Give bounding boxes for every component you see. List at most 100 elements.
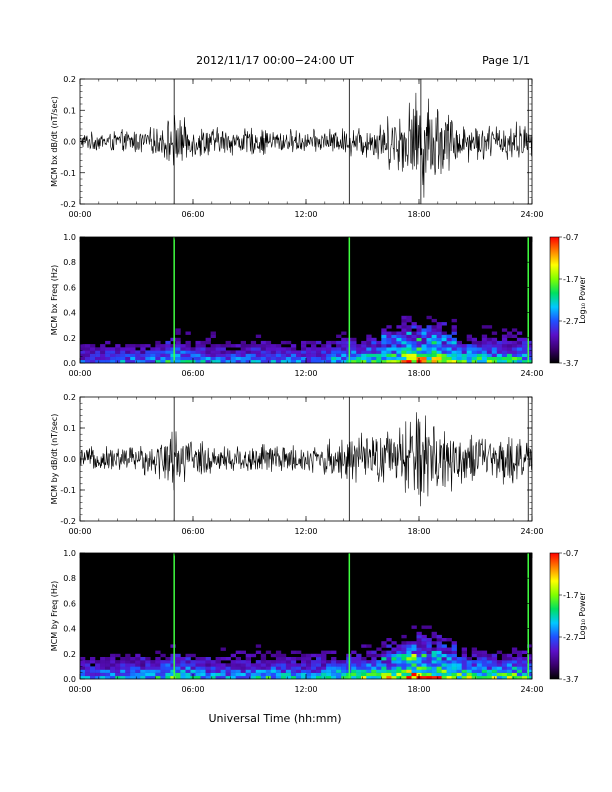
- spectrogram-cell: [466, 660, 472, 664]
- spectrogram-cell: [491, 344, 498, 348]
- figure-title: 2012/11/17 00:00−24:00 UT: [196, 54, 354, 67]
- spectrogram-cell: [391, 641, 397, 645]
- spectrogram-cell: [426, 663, 432, 667]
- spectrogram-cell: [446, 334, 452, 338]
- spectrogram-cell: [306, 669, 312, 673]
- spectrogram-cell: [326, 663, 332, 667]
- spectrogram-cell: [115, 344, 121, 348]
- spectrogram-cell: [301, 669, 307, 673]
- spectrogram-cell: [301, 660, 307, 664]
- spectrogram-cell: [145, 669, 151, 673]
- spectrogram-cell: [416, 328, 422, 332]
- spectrogram-cell: [476, 359, 483, 364]
- spectrogram-cell: [381, 660, 387, 664]
- spectrogram-cell: [120, 660, 126, 664]
- spectrogram-cell: [486, 666, 493, 670]
- spectrogram-cell: [501, 344, 508, 348]
- spectrogram-cell: [371, 669, 377, 673]
- y-tick-label: 0.0: [63, 455, 76, 464]
- y-axis-label: MCM by Freq (Hz): [50, 581, 59, 651]
- spectrogram-cell: [260, 653, 267, 658]
- spectrogram-cell: [527, 356, 533, 361]
- spectrogram-cell: [326, 356, 332, 361]
- spectrogram-cell: [361, 657, 367, 661]
- spectrogram-cell: [155, 340, 161, 345]
- spectrogram-cell: [511, 660, 518, 664]
- spectrogram-cell: [260, 353, 267, 357]
- spectrogram-cell: [185, 672, 191, 677]
- spectrogram-cell: [406, 660, 412, 664]
- spectrogram-cell: [270, 672, 277, 677]
- spectrogram-cell: [386, 650, 392, 654]
- spectrogram-cell: [511, 334, 518, 338]
- spectrogram-cell: [95, 669, 101, 673]
- y-tick-label: 0.0: [63, 138, 76, 147]
- spectrogram-cell: [200, 660, 206, 664]
- spectrogram-cell: [486, 660, 493, 664]
- spectrogram-cell: [165, 672, 171, 677]
- x-tick-label: 24:00: [520, 685, 543, 694]
- spectrogram-cell: [466, 356, 472, 361]
- spectrogram-cell: [270, 347, 277, 351]
- spectrogram-cell: [135, 353, 141, 357]
- panels-group: -0.2 -0.1 0.0 0.1 0.2 00:00 06:00 12:00 18:00 24:…: [50, 75, 587, 694]
- spectrogram-cell: [506, 657, 513, 661]
- spectrogram-cell: [275, 359, 282, 364]
- spectrogram-cell: [411, 647, 417, 651]
- spectrogram-cell: [190, 653, 196, 658]
- spectrogram-cell: [386, 347, 392, 351]
- spectrogram-cell: [321, 359, 327, 364]
- spectrogram-cell: [501, 653, 508, 658]
- spectrogram-cell: [371, 653, 377, 658]
- spectrogram-cell: [341, 347, 347, 351]
- spectrogram-cell: [280, 663, 287, 667]
- spectrogram-cell: [366, 675, 372, 680]
- spectrogram-cell: [316, 660, 322, 664]
- spectrogram-cell: [200, 669, 206, 673]
- spectrogram-cell: [476, 356, 483, 361]
- spectrogram-cell: [120, 669, 126, 673]
- spectrogram-cell: [210, 331, 216, 335]
- spectrogram-cell: [426, 337, 432, 342]
- spectrogram-cell: [466, 344, 472, 348]
- spectrogram-cell: [371, 353, 377, 357]
- spectrogram-cell: [105, 669, 111, 673]
- spectrogram-cell: [105, 657, 111, 661]
- spectrogram-cell: [230, 344, 236, 348]
- spectrogram-cell: [145, 353, 151, 357]
- spectrogram-cell: [275, 666, 282, 670]
- spectrogram-cell: [195, 657, 201, 661]
- spectrogram-cell: [436, 334, 442, 338]
- spectrogram-cell: [260, 669, 267, 673]
- spectrogram-cell: [356, 347, 362, 351]
- spectrogram-cell: [110, 359, 116, 364]
- spectrogram-cell: [306, 347, 312, 351]
- spectrogram-cell: [456, 669, 462, 673]
- spectrogram-cell: [421, 334, 427, 338]
- spectrogram-cell: [265, 350, 272, 354]
- spectrogram-cell: [491, 666, 498, 670]
- spectrogram-cell: [426, 641, 432, 645]
- spectrogram-cell: [200, 356, 206, 361]
- spectrogram-cell: [85, 663, 91, 667]
- spectrogram-cell: [306, 350, 312, 354]
- spectrogram-cell: [140, 669, 146, 673]
- spectrogram-cell: [491, 356, 498, 361]
- spectrogram-cell: [516, 353, 523, 357]
- spectrogram-cell: [285, 356, 292, 361]
- spectrogram-cell: [516, 675, 523, 680]
- spectrogram-cell: [522, 666, 528, 670]
- spectrogram-cell: [506, 675, 513, 680]
- spectrogram-cell: [170, 356, 176, 361]
- spectrogram-cell: [90, 675, 96, 680]
- spectrogram-cell: [210, 669, 216, 673]
- spectrogram-cell: [331, 356, 337, 361]
- spectrogram-cell: [451, 359, 457, 364]
- spectrogram-cell: [130, 356, 136, 361]
- spectrogram-cell: [366, 344, 372, 348]
- spectrogram-cell: [426, 340, 432, 345]
- spectrogram-cell: [215, 350, 221, 354]
- spectrogram-cell: [275, 657, 282, 661]
- spectrogram-cell: [461, 359, 467, 364]
- colorbar-tick-label: -0.7: [563, 549, 579, 558]
